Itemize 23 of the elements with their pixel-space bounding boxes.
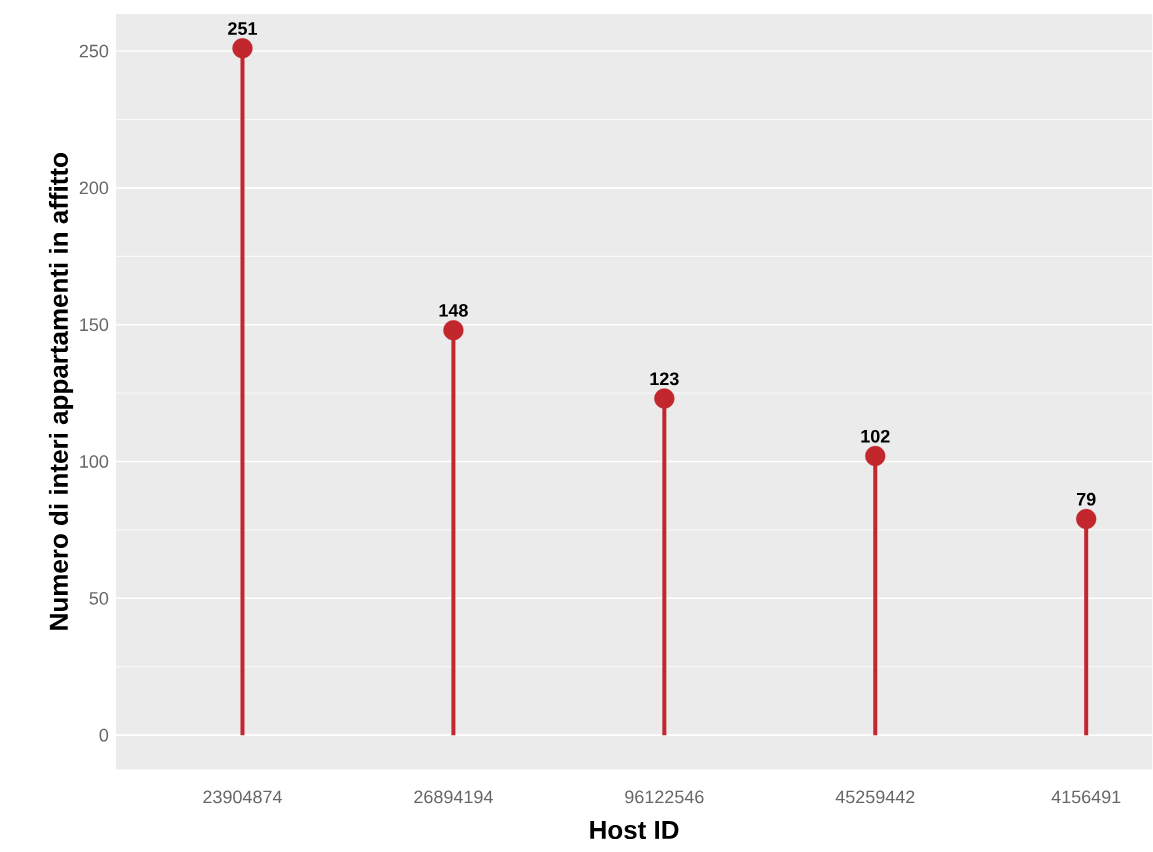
x-tick-label: 23904874 — [203, 790, 282, 804]
point — [232, 38, 253, 59]
data-label: 148 — [439, 303, 468, 317]
data-label: 123 — [650, 372, 679, 385]
y-tick-label: 150 — [80, 318, 109, 331]
y-tick-label: 0 — [99, 728, 109, 742]
y-tick-label: 50 — [89, 591, 109, 605]
x-axis-title: Host ID — [590, 820, 679, 839]
data-label: 79 — [1076, 492, 1096, 506]
x-tick-label: 4156491 — [1051, 790, 1121, 804]
x-tick-label: 45259442 — [835, 790, 915, 804]
y-tick-label: 100 — [80, 454, 109, 468]
point — [443, 319, 464, 341]
x-tick-label: 26894194 — [414, 790, 493, 804]
y-axis-title: Numero di interi appartamenti in affitto — [48, 152, 74, 630]
y-tick-label: 200 — [79, 181, 109, 195]
data-label: 102 — [861, 429, 890, 443]
point — [654, 388, 675, 409]
y-tick-label: 250 — [79, 44, 109, 58]
x-tick-label: 96122546 — [625, 790, 704, 804]
point — [1076, 508, 1097, 529]
point — [865, 445, 886, 466]
data-label: 251 — [228, 21, 257, 35]
